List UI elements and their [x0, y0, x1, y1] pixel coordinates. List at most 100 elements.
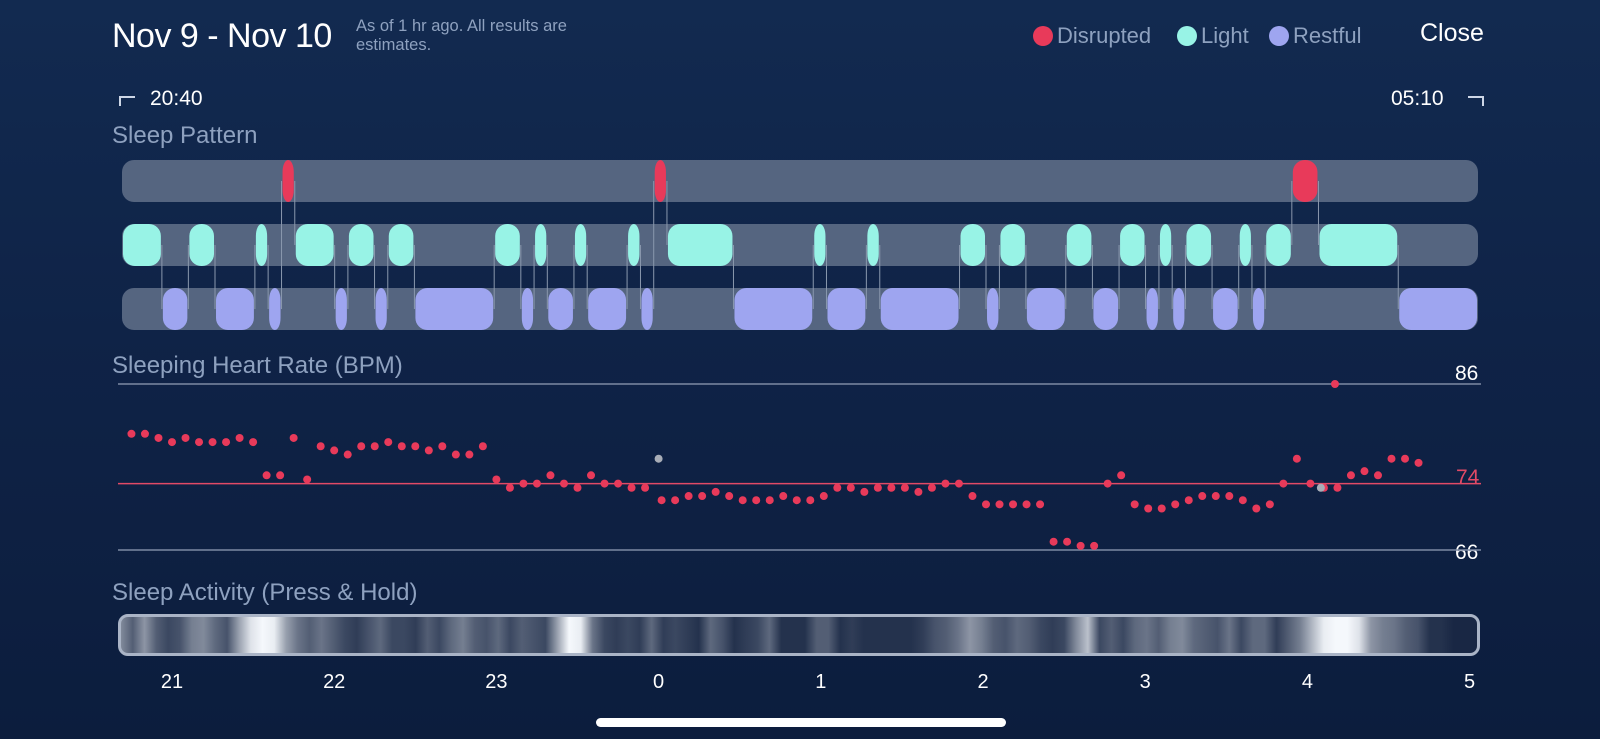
sleep-stage-restful-block [1026, 288, 1065, 330]
heart-rate-point [711, 487, 720, 496]
hour-tick-label: 4 [1301, 671, 1313, 693]
heart-rate-point [1265, 500, 1274, 509]
end-time: 05:10 [1391, 87, 1444, 110]
legend-disrupted: Disrupted [1033, 22, 1151, 50]
disrupted-track [122, 160, 1478, 202]
heart-rate-chart[interactable] [0, 0, 1600, 580]
sleep-stage-disrupted-block [282, 160, 294, 202]
sleep-stage-restful-block [335, 288, 347, 330]
sleep-stage-restful-block [1213, 288, 1238, 330]
sleep-stage-light-block [495, 224, 520, 266]
end-bracket-icon [1468, 96, 1484, 106]
heart-rate-point [276, 471, 285, 480]
heart-rate-point [1225, 492, 1234, 501]
heart-rate-point [684, 492, 693, 501]
legend-light: Light [1177, 22, 1249, 50]
heart-rate-point [1238, 496, 1247, 505]
sleep-stage-restful-block [734, 288, 813, 330]
legend-disrupted-label: Disrupted [1057, 23, 1152, 48]
heart-rate-point [573, 483, 582, 492]
heart-rate-point [208, 438, 217, 447]
estimate-note: As of 1 hr ago. All results are estimate… [356, 17, 567, 54]
heart-rate-point [1049, 537, 1058, 546]
heart-rate-point [546, 471, 555, 480]
sleep-stage-light-block [348, 224, 374, 266]
heart-rate-point [900, 483, 909, 492]
sleep-stage-restful-block [269, 288, 281, 330]
heart-rate-point [954, 479, 963, 488]
heart-rate-point [397, 442, 406, 451]
heart-rate-point [968, 492, 977, 501]
heart-rate-point [982, 500, 990, 509]
heart-rate-point [846, 483, 855, 492]
hour-tick-label: 22 [323, 671, 346, 693]
hour-tick-label: 23 [485, 671, 508, 693]
sleep-stage-restful-block [1146, 288, 1158, 330]
heart-rate-point [181, 433, 190, 442]
sleep-stage-restful-block [548, 288, 573, 330]
heart-rate-point [657, 496, 666, 505]
heart-rate-point [698, 492, 707, 501]
disrupted-dot-icon [1033, 26, 1053, 46]
sleep-stage-restful-block [162, 288, 188, 330]
sleep-stage-restful-block [1252, 288, 1265, 330]
heart-rate-point [927, 483, 936, 492]
heart-rate-point [289, 433, 298, 442]
heart-rate-point [1292, 454, 1301, 463]
heart-rate-point [1306, 479, 1315, 488]
heart-rate-point [262, 471, 271, 480]
sleep-pattern-svg [123, 160, 1477, 330]
light-dot-icon [1177, 26, 1197, 46]
heart-rate-point [1103, 479, 1112, 488]
sleep-stage-light-block [1266, 224, 1291, 266]
heart-rate-gap-point [1316, 483, 1325, 492]
sleep-stage-disrupted-block [654, 160, 666, 202]
heart-rate-point [765, 496, 774, 505]
sleep-activity-title: Sleep Activity (Press & Hold) [112, 579, 418, 606]
heart-rate-point [1063, 537, 1072, 546]
sleep-stage-light-block [1066, 224, 1092, 266]
heart-rate-point [941, 479, 950, 488]
sleep-stage-light-block [867, 224, 879, 266]
heart-rate-point [1184, 496, 1193, 505]
heart-rate-point [1036, 500, 1045, 509]
sleep-stage-light-block [1186, 224, 1212, 266]
bpm-min-label: 66 [1455, 541, 1479, 564]
heart-rate-point [995, 500, 1004, 509]
heart-rate-gap-point [654, 454, 663, 463]
heart-rate-point [725, 492, 734, 501]
heart-rate-point [1117, 471, 1126, 480]
home-indicator[interactable] [596, 718, 1006, 727]
heart-rate-point [1252, 504, 1261, 513]
heart-rate-point [1076, 541, 1085, 550]
sleep-stage-light-block [388, 224, 414, 266]
heart-rate-point [505, 483, 514, 492]
hour-tick-label: 1 [815, 671, 827, 693]
sleep-stage-restful-block [588, 288, 627, 330]
heart-rate-point [1144, 504, 1153, 513]
heart-rate-point [559, 479, 568, 488]
sleep-stage-light-block [1239, 224, 1251, 266]
legend-restful-label: Restful [1293, 23, 1362, 48]
heart-rate-point [887, 483, 896, 492]
heart-rate-point [914, 487, 923, 496]
heart-rate-point [1279, 479, 1288, 488]
heart-rate-point [532, 479, 541, 488]
sleep-stage-restful-block [1399, 288, 1477, 330]
heart-rate-point [1211, 492, 1220, 501]
restful-dot-icon [1269, 26, 1289, 46]
heart-rate-point [249, 438, 258, 447]
start-bracket-icon [119, 96, 135, 106]
heart-rate-peak-point [1330, 380, 1339, 388]
heart-rate-point [127, 429, 136, 438]
sleep-stage-restful-block [1173, 288, 1185, 330]
close-button[interactable]: Close [1420, 19, 1484, 47]
heart-rate-point [806, 496, 815, 505]
sleep-stage-light-block [1319, 224, 1398, 266]
heart-rate-point [303, 475, 312, 484]
heart-rate-point [316, 442, 325, 451]
heart-rate-point [819, 492, 828, 501]
sleep-stage-restful-block [521, 288, 534, 330]
sleep-stage-restful-block [415, 288, 494, 330]
sleep-activity-bar[interactable] [118, 614, 1480, 656]
